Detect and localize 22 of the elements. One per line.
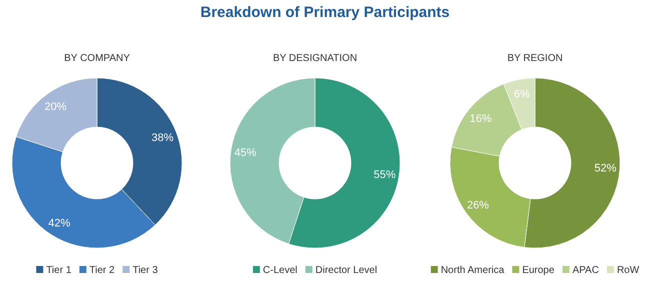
legend-label: RoW [616,265,640,276]
data-label: 55% [374,168,396,181]
data-label: 45% [234,146,257,159]
legend-label: North America [440,265,505,276]
data-label: 26% [466,199,490,212]
data-label: 52% [594,162,617,174]
chart-title: Breakdown of Primary Participants [200,4,450,21]
legend-label: Director Level [315,265,378,276]
chart-subtitle: BY COMPANY [64,53,130,64]
legend-label: Tier 1 [46,265,72,276]
legend-label: APAC [572,265,599,276]
legend-label: Tier 3 [132,265,158,276]
chart-subtitle: BY DESIGNATION [272,53,358,64]
data-label: 42% [48,217,70,230]
chart-subtitle: BY REGION [507,53,563,64]
data-label: 16% [470,112,492,125]
legend-label: Europe [522,265,555,276]
data-label: 38% [152,132,174,144]
legend-label: Tier 2 [89,265,116,276]
data-label: 6% [514,88,530,101]
legend-label: C-Level [262,265,298,276]
data-label: 20% [44,100,67,113]
